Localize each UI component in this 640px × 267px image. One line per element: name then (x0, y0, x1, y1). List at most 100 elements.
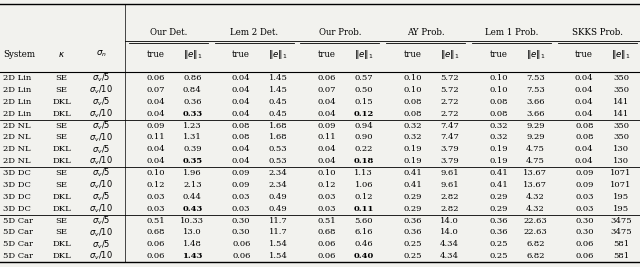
Text: 0.11: 0.11 (354, 205, 374, 213)
Text: 0.04: 0.04 (575, 145, 593, 153)
Text: true: true (575, 50, 593, 58)
Text: 0.06: 0.06 (147, 240, 164, 248)
Text: 14.0: 14.0 (440, 228, 459, 236)
Text: 4.32: 4.32 (526, 193, 545, 201)
Text: 1.45: 1.45 (269, 74, 287, 82)
Text: DKL: DKL (52, 110, 71, 118)
Text: SE: SE (56, 134, 67, 142)
Text: 130: 130 (613, 157, 629, 165)
Text: 0.12: 0.12 (354, 110, 374, 118)
Text: 1.23: 1.23 (183, 121, 202, 129)
Text: 0.39: 0.39 (183, 145, 202, 153)
Text: 3D DC: 3D DC (3, 193, 31, 201)
Text: $\sigma_v/5$: $\sigma_v/5$ (92, 143, 110, 156)
Text: 0.03: 0.03 (232, 193, 250, 201)
Text: 1.54: 1.54 (269, 252, 287, 260)
Text: 0.10: 0.10 (146, 169, 164, 177)
Text: 0.32: 0.32 (403, 121, 422, 129)
Text: 0.25: 0.25 (489, 240, 508, 248)
Text: 0.12: 0.12 (317, 181, 336, 189)
Text: $\sigma_v/10$: $\sigma_v/10$ (89, 226, 113, 239)
Text: 0.03: 0.03 (232, 205, 250, 213)
Text: Our Det.: Our Det. (150, 28, 187, 37)
Text: 0.51: 0.51 (317, 217, 336, 225)
Text: SE: SE (56, 217, 67, 225)
Text: 0.09: 0.09 (575, 169, 593, 177)
Text: $\sigma_v/5$: $\sigma_v/5$ (92, 96, 110, 108)
Text: 1071: 1071 (611, 181, 632, 189)
Text: $\sigma_v/10$: $\sigma_v/10$ (89, 131, 113, 144)
Text: 0.43: 0.43 (182, 205, 202, 213)
Text: 0.18: 0.18 (354, 157, 374, 165)
Text: SE: SE (56, 169, 67, 177)
Text: 3475: 3475 (611, 228, 632, 236)
Text: $\|e\|_1$: $\|e\|_1$ (268, 48, 288, 61)
Text: 0.30: 0.30 (575, 228, 593, 236)
Text: 0.19: 0.19 (489, 145, 508, 153)
Text: 0.12: 0.12 (355, 193, 373, 201)
Text: 22.63: 22.63 (524, 217, 547, 225)
Text: 0.30: 0.30 (232, 217, 250, 225)
Text: SE: SE (56, 228, 67, 236)
Text: $\sigma_v/10$: $\sigma_v/10$ (89, 107, 113, 120)
Text: 3.66: 3.66 (526, 110, 545, 118)
Text: 0.06: 0.06 (318, 252, 336, 260)
Text: 4.32: 4.32 (526, 205, 545, 213)
Text: 0.53: 0.53 (269, 145, 287, 153)
Text: 0.19: 0.19 (403, 157, 422, 165)
Text: 130: 130 (613, 145, 629, 153)
Text: $\sigma_v/5$: $\sigma_v/5$ (92, 238, 110, 250)
Text: 0.15: 0.15 (355, 98, 373, 106)
Text: 1.68: 1.68 (269, 134, 287, 142)
Text: 0.07: 0.07 (317, 86, 336, 94)
Text: 0.04: 0.04 (146, 157, 164, 165)
Text: $\sigma_v/10$: $\sigma_v/10$ (89, 179, 113, 191)
Text: 0.04: 0.04 (317, 145, 336, 153)
Text: 0.03: 0.03 (146, 193, 164, 201)
Text: 0.36: 0.36 (403, 217, 422, 225)
Text: 0.41: 0.41 (489, 181, 508, 189)
Text: 1.54: 1.54 (269, 240, 287, 248)
Text: 0.29: 0.29 (489, 193, 508, 201)
Text: 1.48: 1.48 (183, 240, 202, 248)
Text: 5D Car: 5D Car (3, 217, 33, 225)
Text: 0.10: 0.10 (489, 86, 508, 94)
Text: 2D Lin: 2D Lin (3, 110, 31, 118)
Text: 0.45: 0.45 (269, 110, 287, 118)
Text: 0.08: 0.08 (232, 134, 250, 142)
Text: 0.04: 0.04 (575, 157, 593, 165)
Text: 2.34: 2.34 (269, 169, 287, 177)
Text: 0.41: 0.41 (403, 169, 422, 177)
Text: 5D Car: 5D Car (3, 252, 33, 260)
Text: Our Prob.: Our Prob. (319, 28, 361, 37)
Text: $\sigma_v/5$: $\sigma_v/5$ (92, 119, 110, 132)
Text: 0.03: 0.03 (575, 193, 593, 201)
Text: 3D DC: 3D DC (3, 205, 31, 213)
Text: 14.0: 14.0 (440, 217, 459, 225)
Text: 0.68: 0.68 (146, 228, 164, 236)
Text: 0.04: 0.04 (575, 74, 593, 82)
Text: SE: SE (56, 86, 67, 94)
Text: $\sigma_v/5$: $\sigma_v/5$ (92, 191, 110, 203)
Text: 0.06: 0.06 (318, 240, 336, 248)
Text: 3.79: 3.79 (440, 157, 459, 165)
Text: 581: 581 (613, 240, 629, 248)
Text: 0.06: 0.06 (232, 240, 250, 248)
Text: 0.30: 0.30 (575, 217, 593, 225)
Text: 0.32: 0.32 (403, 134, 422, 142)
Text: $\kappa$: $\kappa$ (58, 50, 65, 58)
Text: 350: 350 (613, 121, 629, 129)
Text: 0.49: 0.49 (269, 205, 287, 213)
Text: 2.72: 2.72 (440, 110, 459, 118)
Text: 13.0: 13.0 (183, 228, 202, 236)
Text: 0.04: 0.04 (146, 98, 164, 106)
Text: SE: SE (56, 121, 67, 129)
Text: 1071: 1071 (611, 169, 632, 177)
Text: 3.66: 3.66 (526, 98, 545, 106)
Text: 6.82: 6.82 (526, 252, 545, 260)
Text: 2D Lin: 2D Lin (3, 98, 31, 106)
Text: 3D DC: 3D DC (3, 181, 31, 189)
Text: 2D NL: 2D NL (3, 121, 31, 129)
Text: $\sigma_v/10$: $\sigma_v/10$ (89, 202, 113, 215)
Text: 0.04: 0.04 (575, 86, 593, 94)
